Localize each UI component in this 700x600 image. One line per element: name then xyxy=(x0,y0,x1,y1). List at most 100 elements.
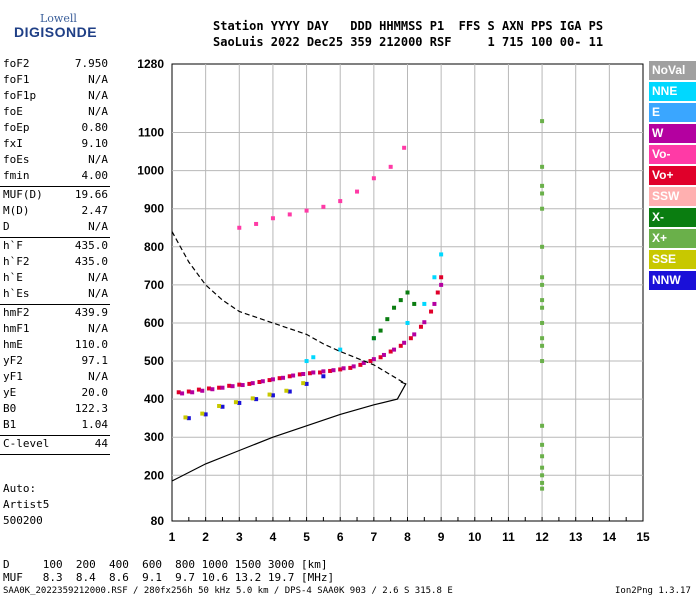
echo-point xyxy=(220,404,225,409)
parameter-name: B1 xyxy=(3,418,17,431)
echo-point xyxy=(439,275,444,280)
echo-point xyxy=(348,365,353,370)
y-tick-label: 400 xyxy=(144,392,164,406)
parameter-value: 7.950 xyxy=(74,57,108,70)
echo-point xyxy=(287,389,292,394)
echo-point xyxy=(540,206,545,211)
y-tick-label: 900 xyxy=(144,202,164,216)
parameter-value: N/A xyxy=(88,370,108,383)
parameter-row: fmin 4.00 xyxy=(3,169,108,185)
parameter-name: h`E xyxy=(3,271,23,284)
echo-point xyxy=(388,164,393,169)
x-tick-label: 3 xyxy=(236,530,243,544)
echo-point xyxy=(540,454,545,459)
echo-point xyxy=(267,392,272,397)
echo-point xyxy=(210,387,215,392)
echo-point xyxy=(405,320,410,325)
parameter-row: C-level 44 xyxy=(3,437,108,453)
autoscale-label: Auto: xyxy=(3,482,37,495)
parameter-name: h`F2 xyxy=(3,255,30,268)
echo-point xyxy=(186,416,191,421)
echo-point xyxy=(398,343,403,348)
parameter-name: h`F xyxy=(3,239,23,252)
echo-point xyxy=(270,216,275,221)
legend-item-x: X+ xyxy=(649,229,696,248)
x-tick-label: 7 xyxy=(371,530,378,544)
echo-point xyxy=(371,357,376,362)
footer-info: SAA0K_2022359212000.RSF / 280fx256h 50 k… xyxy=(3,586,453,596)
legend-item-sse: SSE xyxy=(649,250,696,269)
parameter-row: hmE 110.0 xyxy=(3,338,108,354)
echo-point xyxy=(392,347,397,352)
header-line-1: Station YYYY DAY DDD HHMMSS P1 FFS S AXN… xyxy=(213,19,604,33)
parameter-row: h`F2 435.0 xyxy=(3,255,108,271)
echo-point xyxy=(311,370,316,375)
y-tick-label: 1280 xyxy=(137,57,164,71)
echo-point xyxy=(183,415,188,420)
echo-point xyxy=(304,359,309,364)
parameter-value: 4.00 xyxy=(81,169,109,182)
echo-point xyxy=(240,383,245,388)
echo-point xyxy=(190,390,195,395)
parameter-name: foF1 xyxy=(3,73,30,86)
x-tick-label: 6 xyxy=(337,530,344,544)
parameter-divider xyxy=(0,454,110,455)
echo-point xyxy=(540,282,545,287)
parameter-row: yE 20.0 xyxy=(3,386,108,402)
echo-point xyxy=(257,379,262,384)
echo-point xyxy=(540,343,545,348)
y-tick-label: 200 xyxy=(144,468,164,482)
echo-point xyxy=(203,412,208,417)
parameter-name: foF2 xyxy=(3,57,30,70)
parameter-row: h`E N/A xyxy=(3,271,108,287)
model-line xyxy=(171,231,407,385)
parameter-name: hmF1 xyxy=(3,322,30,335)
echo-point xyxy=(321,204,326,209)
parameter-value: N/A xyxy=(88,89,108,102)
echo-point xyxy=(331,368,336,373)
x-tick-label: 8 xyxy=(404,530,411,544)
echo-point xyxy=(358,362,363,367)
parameter-row: D N/A xyxy=(3,220,108,236)
echo-point xyxy=(301,371,306,376)
parameter-row: foF2 7.950 xyxy=(3,57,108,73)
parameter-name: fmin xyxy=(3,169,30,182)
parameter-row: foF1 N/A xyxy=(3,73,108,89)
echo-point xyxy=(237,225,242,230)
x-tick-label: 11 xyxy=(502,530,515,544)
echo-point xyxy=(439,282,444,287)
echo-point xyxy=(237,382,242,387)
parameter-row: hmF1 N/A xyxy=(3,322,108,338)
echo-point xyxy=(388,349,393,354)
echo-point xyxy=(361,360,366,365)
parameter-name: D xyxy=(3,220,10,233)
echo-point xyxy=(540,465,545,470)
echo-point xyxy=(287,374,292,379)
echo-point xyxy=(422,301,427,306)
echo-point xyxy=(321,374,326,379)
legend-item-noval: NoVal xyxy=(649,61,696,80)
parameter-row: hmF2 439.9 xyxy=(3,306,108,322)
parameter-value: N/A xyxy=(88,153,108,166)
echo-point xyxy=(180,391,185,396)
parameter-value: 2.47 xyxy=(81,204,109,217)
echo-point xyxy=(200,411,205,416)
parameter-name: hmE xyxy=(3,338,23,351)
parameter-divider xyxy=(0,435,110,436)
legend-item-nnw: NNW xyxy=(649,271,696,290)
echo-point xyxy=(540,183,545,188)
parameter-name: foEs xyxy=(3,153,30,166)
echo-point xyxy=(220,385,225,390)
echo-point xyxy=(338,367,343,372)
echo-point xyxy=(540,244,545,249)
echo-point xyxy=(371,176,376,181)
echo-point xyxy=(311,355,316,360)
parameter-name: foE xyxy=(3,105,23,118)
echo-point xyxy=(540,480,545,485)
x-tick-label: 10 xyxy=(468,530,482,544)
echo-point xyxy=(540,275,545,280)
echo-point xyxy=(304,381,309,386)
echo-point xyxy=(402,145,407,150)
parameter-row: yF1 N/A xyxy=(3,370,108,386)
